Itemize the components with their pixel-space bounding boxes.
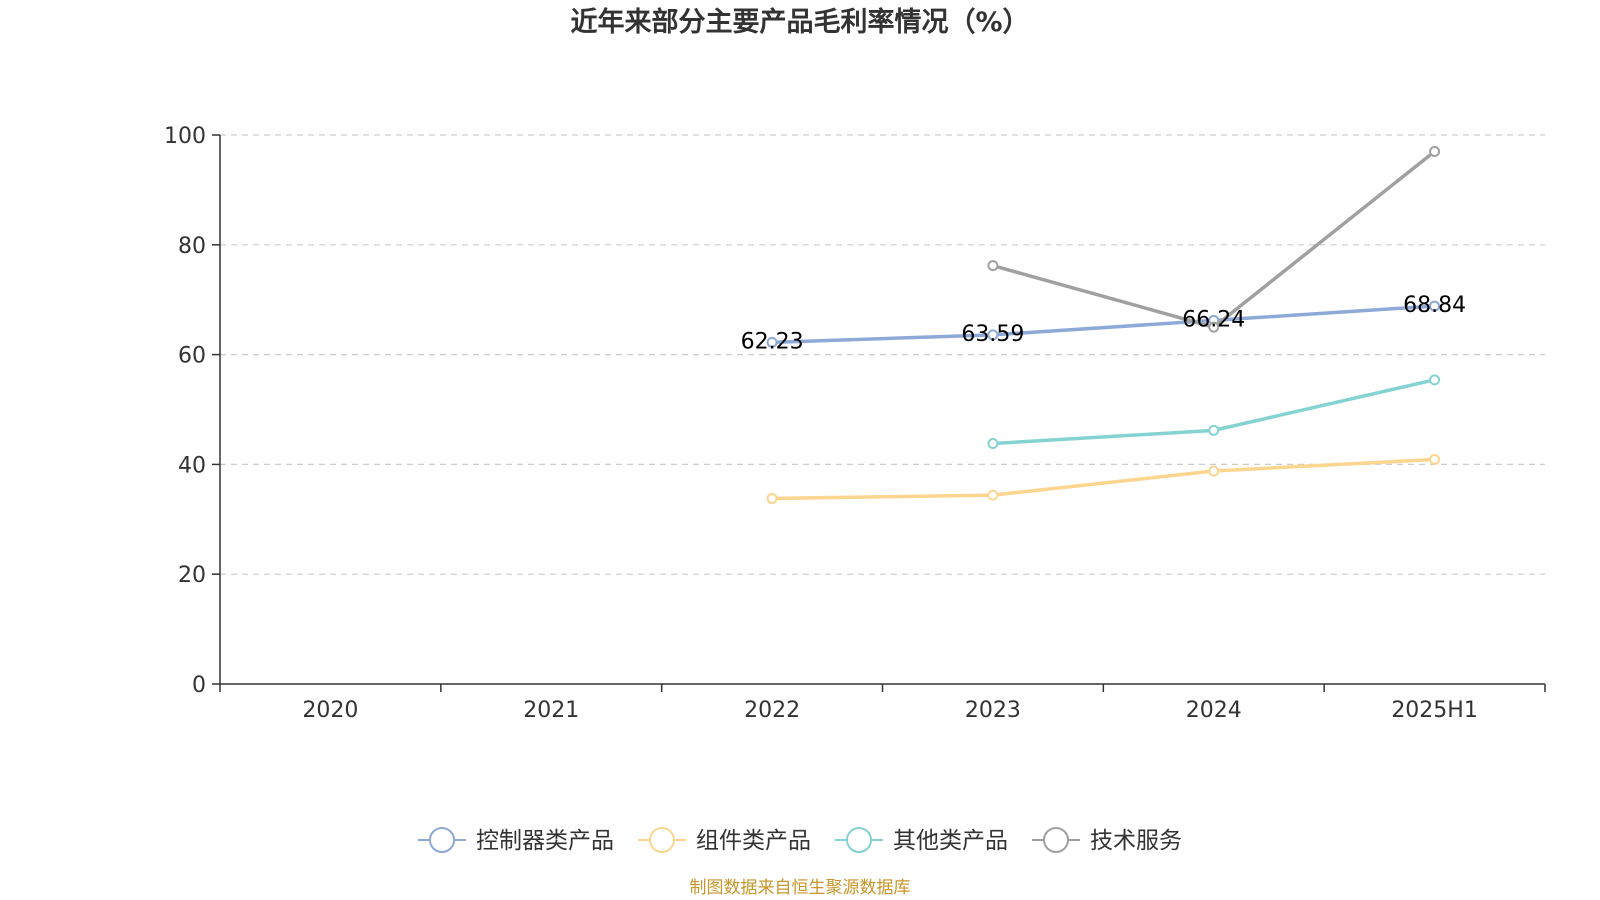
- x-tick-label: 2020: [302, 698, 358, 723]
- legend-label: 控制器类产品: [476, 828, 614, 854]
- data-point: [1208, 321, 1220, 333]
- grid: [220, 134, 1545, 575]
- data-label: 66.24: [1182, 307, 1245, 332]
- data-point: [987, 260, 999, 272]
- legend-label: 技术服务: [1090, 828, 1182, 854]
- data-point: [1429, 374, 1441, 386]
- data-point: [987, 329, 999, 341]
- source-note: 制图数据来自恒生聚源数据库: [690, 878, 911, 898]
- legend-item: 控制器类产品: [418, 827, 614, 854]
- legend-label: 组件类产品: [696, 828, 811, 854]
- axes: 0 20 40 60 80 100 2020 2021 2022 2023 2024 2025H1: [164, 124, 1546, 723]
- data-point: [766, 336, 778, 348]
- data-point: [1208, 424, 1220, 436]
- legend-item: 组件类产品: [638, 827, 811, 854]
- legend-label: 其他类产品: [893, 828, 1008, 854]
- y-tick-label: 0: [192, 673, 206, 698]
- legend-marker: [429, 827, 455, 853]
- legend-item: 其他类产品: [835, 827, 1008, 854]
- data-label: 62.23: [741, 329, 804, 354]
- y-tick-label: 100: [164, 124, 206, 149]
- x-tick-label: 2025H1: [1391, 698, 1478, 723]
- y-tick-label: 60: [178, 344, 206, 369]
- data-point: [987, 489, 999, 501]
- series-line: [992, 150, 1436, 329]
- legend-marker: [649, 827, 675, 853]
- legend-item: 技术服务: [1032, 827, 1182, 854]
- x-tick-label: 2021: [523, 698, 579, 723]
- x-tick-label: 2024: [1186, 698, 1242, 723]
- y-tick-label: 20: [178, 563, 206, 588]
- data-point: [987, 438, 999, 450]
- data-point: [1208, 465, 1220, 477]
- data-labels: 62.23 63.59 66.24 68.84: [741, 293, 1466, 354]
- data-label: 63.59: [961, 322, 1024, 347]
- series: [766, 145, 1441, 504]
- data-point: [1429, 145, 1441, 157]
- x-tick-label: 2023: [965, 698, 1021, 723]
- legend-marker: [1043, 827, 1069, 853]
- y-tick-label: 40: [178, 453, 206, 478]
- legend-marker: [846, 827, 872, 853]
- legend: 控制器类产品 组件类产品 其他类产品 技术服务: [418, 827, 1182, 854]
- y-tick-label: 80: [178, 234, 206, 259]
- data-point: [1429, 300, 1441, 312]
- data-point: [766, 492, 778, 504]
- data-label: 68.84: [1403, 293, 1466, 318]
- series-line: [772, 304, 1435, 345]
- x-tick-label: 2022: [744, 698, 800, 723]
- chart-title: 近年来部分主要产品毛利率情况（%）: [570, 6, 1029, 38]
- series-line: [772, 457, 1435, 501]
- data-point: [1429, 453, 1441, 465]
